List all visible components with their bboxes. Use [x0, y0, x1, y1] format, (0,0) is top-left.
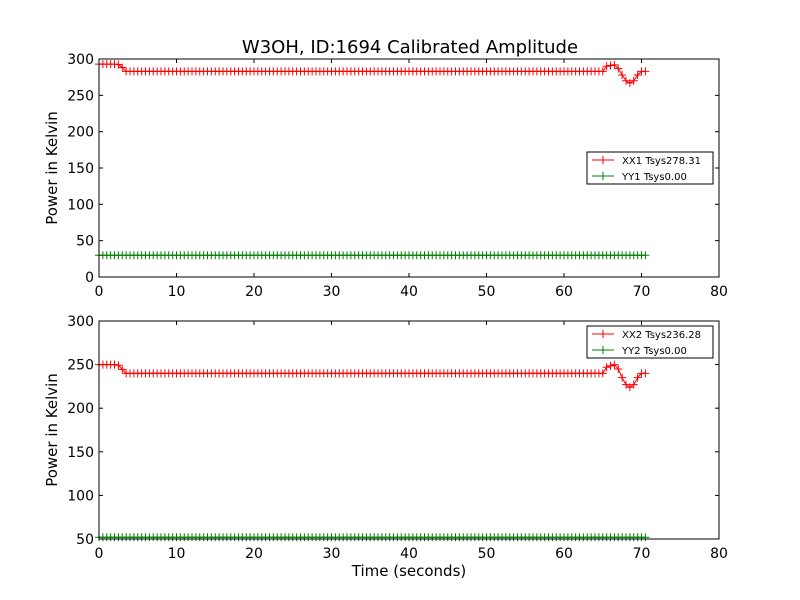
y-tick-label: 250 [67, 358, 94, 374]
y-tick-label: 150 [67, 161, 94, 177]
x-tick-label: 60 [555, 284, 573, 300]
data-point [610, 360, 619, 369]
chart-panel-2: 0 10 20 30 40 50 60 70 80 50 100 150 200 250 300 Power … [43, 314, 728, 580]
data-point [618, 70, 627, 79]
y-tick-label: 300 [67, 52, 94, 68]
x-tick-label: 50 [478, 284, 496, 300]
x-tick-label: 10 [168, 546, 186, 562]
x-tick-label: 70 [633, 546, 651, 562]
data-point [633, 373, 642, 382]
legend-marker [599, 346, 607, 354]
data-point [614, 64, 623, 73]
x-tick-label: 20 [245, 284, 263, 300]
x-tick-label: 80 [710, 284, 728, 300]
y-tick-label: 100 [67, 197, 94, 213]
data-point [118, 63, 127, 72]
data-point [618, 373, 627, 382]
legend: XX1 Tsys278.31 YY1 Tsys0.00 [586, 151, 714, 185]
y-tick-label: 100 [67, 488, 94, 504]
x-tick-label: 40 [400, 284, 418, 300]
plot-area-frame [98, 58, 720, 278]
x-tick-label: 0 [95, 284, 104, 300]
y-tick-label: 200 [67, 125, 94, 141]
x-tick-label: 20 [245, 546, 263, 562]
legend-marker [599, 330, 607, 338]
data-point [602, 363, 611, 372]
data-point [641, 67, 650, 76]
series-yy1 [95, 251, 650, 260]
data-point [114, 361, 123, 370]
data-point [614, 364, 623, 373]
legend-marker [599, 156, 607, 164]
legend-label: XX1 Tsys278.31 [622, 156, 701, 167]
x-tick-label: 60 [555, 546, 573, 562]
y-tick-label: 150 [67, 445, 94, 461]
data-point [629, 380, 638, 389]
y-axis-label: Power in Kelvin [43, 111, 61, 225]
data-point [602, 62, 611, 71]
data-point [606, 61, 615, 70]
y-tick-label: 0 [85, 270, 94, 286]
data-point [633, 70, 642, 79]
data-point [118, 365, 127, 374]
y-tick-label: 50 [76, 532, 94, 548]
x-axis-label: Time (seconds) [351, 562, 467, 580]
legend: XX2 Tsys236.28 YY2 Tsys0.00 [586, 325, 714, 359]
y-tick-label: 200 [67, 401, 94, 417]
data-point [598, 67, 607, 76]
y-tick-label: 300 [67, 314, 94, 330]
x-tick-label: 70 [633, 284, 651, 300]
data-point [598, 369, 607, 378]
series-yy2 [95, 533, 650, 542]
data-point [641, 533, 650, 542]
chart-title: W3OH, ID:1694 Calibrated Amplitude [242, 37, 578, 58]
data-point [606, 361, 615, 370]
legend-box [586, 325, 714, 359]
x-tick-label: 50 [478, 546, 496, 562]
data-point [610, 60, 619, 69]
x-tick-label: 0 [95, 546, 104, 562]
x-tick-label: 10 [168, 284, 186, 300]
data-point [629, 76, 638, 85]
legend-label: YY1 Tsys0.00 [621, 172, 687, 183]
data-point [110, 360, 119, 369]
y-axis-label: Power in Kelvin [43, 373, 61, 487]
x-tick-label: 40 [400, 546, 418, 562]
y-tick-label: 250 [67, 88, 94, 104]
chart-panel-1: 0 10 20 30 40 50 60 70 80 0 50 100 150 200 250 300 Power… [43, 52, 728, 300]
x-tick-label: 80 [710, 546, 728, 562]
data-point [641, 369, 650, 378]
data-point [641, 251, 650, 260]
series-xx1 [95, 60, 650, 87]
plot-area-frame [98, 320, 720, 540]
legend-label: XX2 Tsys236.28 [622, 330, 701, 341]
legend-marker [599, 172, 607, 180]
legend-box [586, 151, 714, 185]
series-xx2 [95, 360, 650, 392]
legend-label: YY2 Tsys0.00 [621, 346, 687, 357]
x-tick-label: 30 [323, 546, 341, 562]
y-tick-label: 50 [76, 234, 94, 250]
x-tick-label: 30 [323, 284, 341, 300]
